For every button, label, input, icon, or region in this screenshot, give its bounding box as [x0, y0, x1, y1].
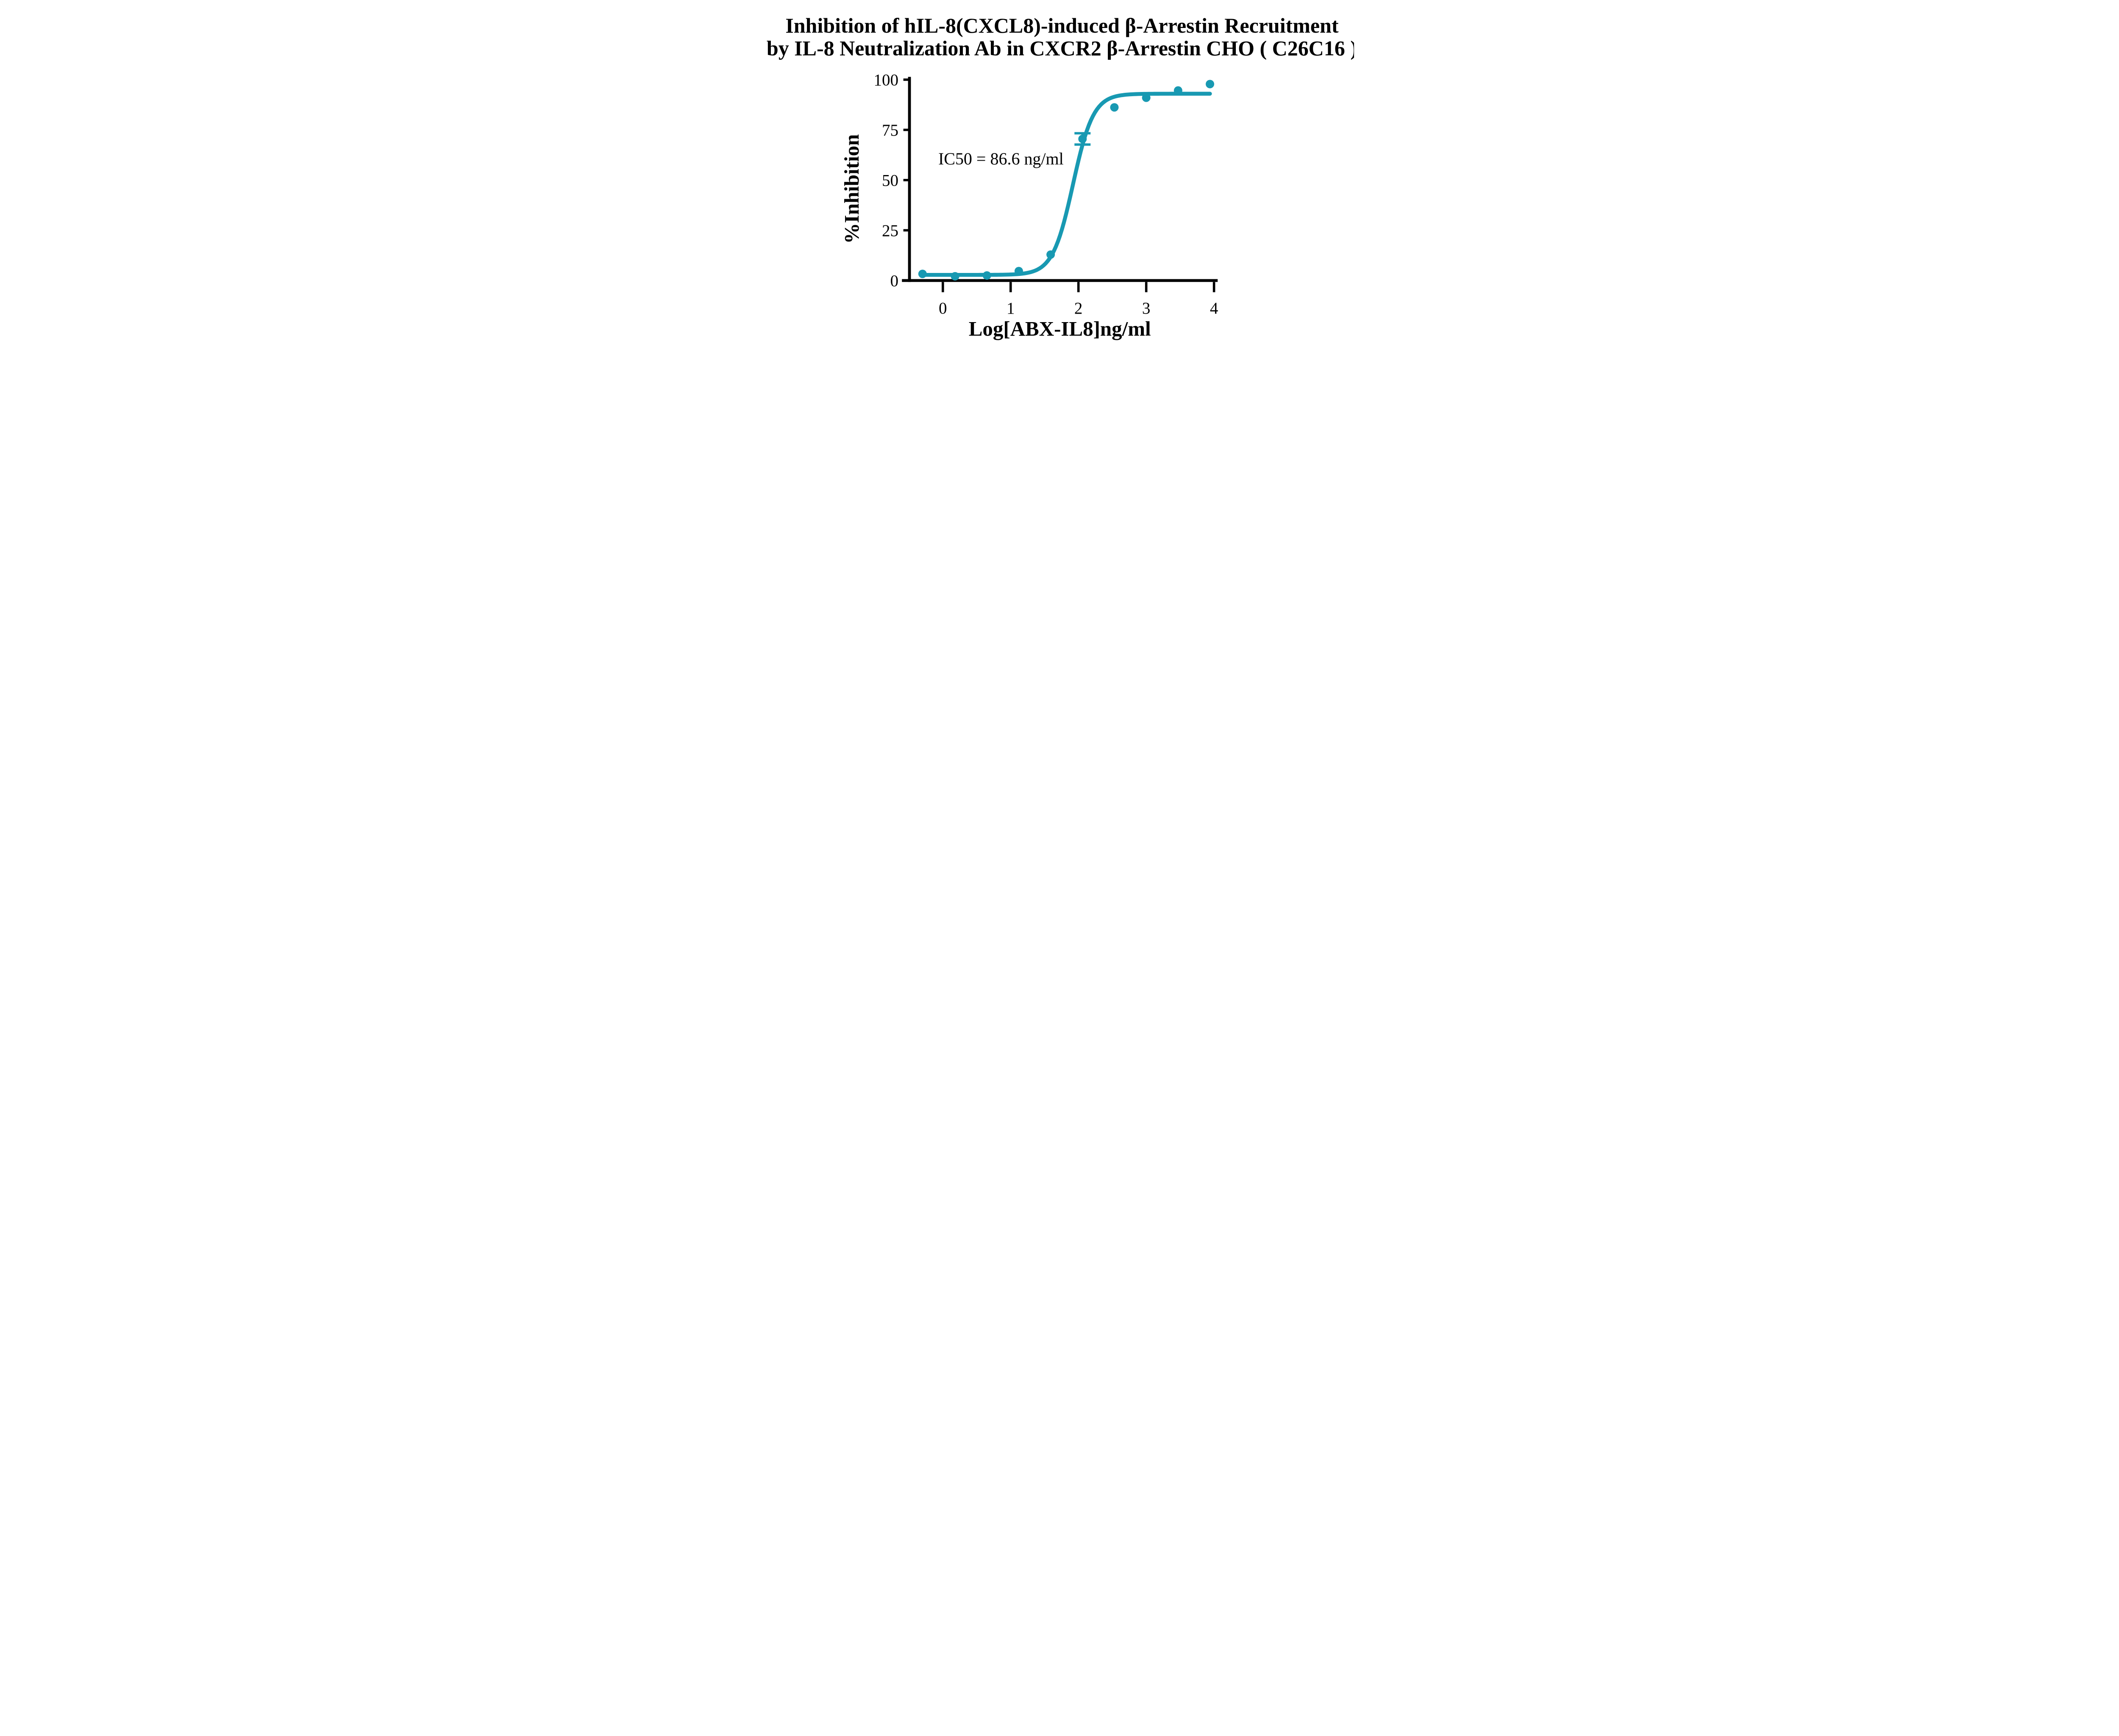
- x-axis: 0 1 2 3 4: [901, 279, 1218, 317]
- data-point: [1014, 267, 1023, 275]
- data-point: [1142, 93, 1151, 102]
- x-tick-label: 3: [1142, 299, 1150, 317]
- y-tick-label: 0: [890, 272, 898, 290]
- series-group: [918, 80, 1214, 281]
- y-tick-label: 50: [882, 171, 898, 189]
- fit-curve: [920, 92, 1212, 277]
- chart-title-line1: Inhibition of hIL-8(CXCL8)-induced β-Arr…: [785, 14, 1339, 37]
- data-point: [1078, 134, 1087, 143]
- data-point: [918, 270, 927, 278]
- x-axis-title: Log[ABX-IL8]ng/ml: [968, 317, 1151, 340]
- dose-response-figure: Inhibition of hIL-8(CXCL8)-induced β-Arr…: [765, 0, 1354, 347]
- ic50-annotation: IC50 = 86.6 ng/ml: [938, 149, 1063, 168]
- data-point: [982, 271, 991, 280]
- x-tick-label: 4: [1210, 299, 1218, 317]
- data-point: [1205, 80, 1214, 89]
- data-point: [951, 272, 959, 281]
- y-tick-label: 100: [873, 71, 898, 89]
- y-tick-label: 75: [882, 121, 898, 139]
- chart-title-line2: by IL-8 Neutralization Ab in CXCR2 β-Arr…: [766, 36, 1354, 60]
- chart-svg: Inhibition of hIL-8(CXCL8)-induced β-Arr…: [766, 14, 1354, 340]
- data-point: [1110, 103, 1118, 112]
- y-axis: 0 25 50 75 100: [873, 71, 911, 290]
- x-tick-label: 2: [1074, 299, 1082, 317]
- data-point: [1046, 250, 1055, 259]
- x-tick-label: 1: [1006, 299, 1015, 317]
- y-tick-label: 25: [882, 222, 898, 240]
- data-point: [1174, 86, 1182, 95]
- x-tick-label: 0: [939, 299, 947, 317]
- y-axis-title: %Inhibition: [840, 134, 863, 244]
